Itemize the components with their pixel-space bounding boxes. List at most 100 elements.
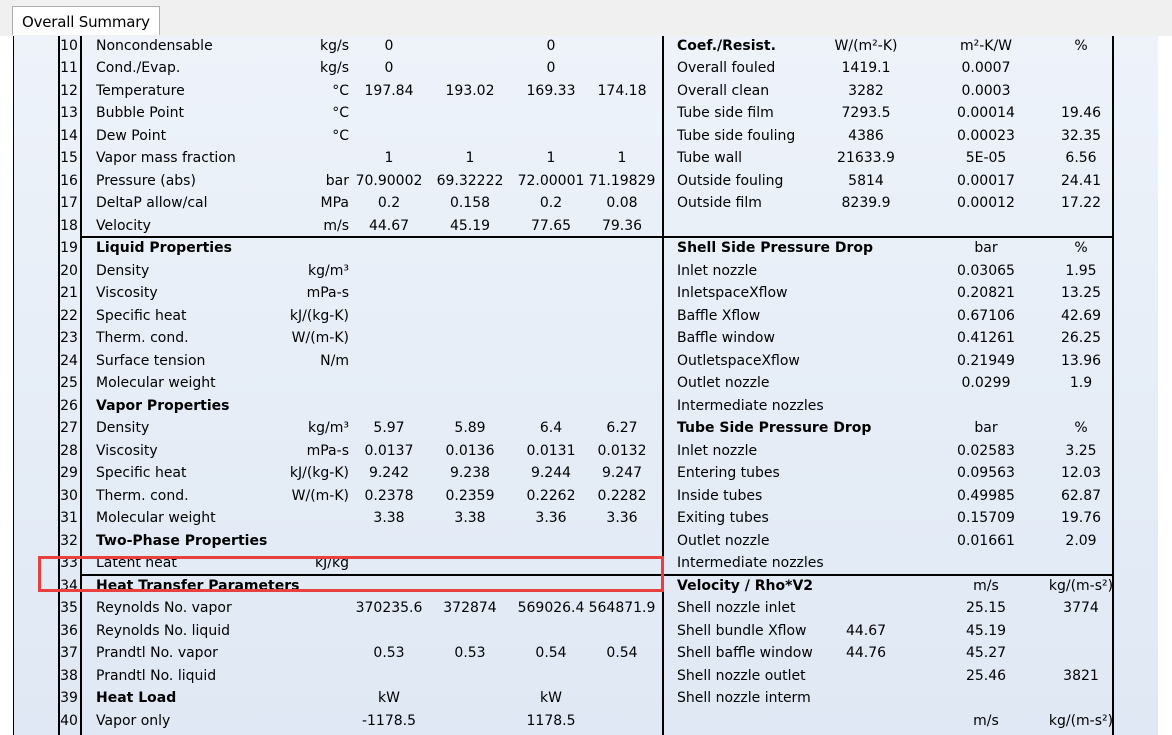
summary-panel [13,36,1158,735]
table-row[interactable]: 32 Two-Phase Properties Outlet nozzle 0.016… [0,531,1172,553]
value-col-4: 174.18 [597,82,647,99]
table-row[interactable]: 35 Reynolds No. vapor 370235.6 372874 569026… [0,598,1172,620]
table-row[interactable]: 33 Latent heat kJ/kg Intermediate nozzles [0,553,1172,575]
right-value-3: 32.35 [1060,127,1102,144]
table-row[interactable]: 40 Vapor only -1178.5 1178.5 m/s kg/(m-s²) [0,711,1172,733]
right-value-1: 1419.1 [841,60,891,76]
row-unit: mPa-s [306,442,349,459]
right-label: Tube wall [677,150,743,166]
value-col-1: 0.2 [377,195,401,211]
table-row[interactable]: 19 Liquid Properties Shell Side Pressure D… [0,238,1172,260]
right-value-3: 24.41 [1060,172,1102,189]
right-value-3: 19.46 [1060,105,1102,121]
table-row[interactable]: 36 Reynolds No. liquid Shell bundle Xflow 4… [0,621,1172,643]
row-label: Density [96,262,150,279]
row-unit: °C [332,105,349,121]
table-row[interactable]: 11 Cond./Evap. kg/s 0 0 Overall fouled 1419.1 0… [0,58,1172,80]
table-row[interactable]: 15 Vapor mass fraction 1 1 1 1 Tube wall 21633.… [0,148,1172,170]
row-number: 21 [60,285,78,301]
row-number: 11 [60,60,78,76]
right-value-1: 3282 [848,82,884,99]
row-number: 40 [60,712,78,729]
value-col-3: 6.4 [539,420,563,436]
table-row[interactable]: 12 Temperature °C 197.84 193.02 169.33 174.18 O… [0,81,1172,103]
right-value-2: 25.15 [965,600,1007,616]
row-label: Heat Transfer Parameters [96,577,300,594]
row-label: Bubble Point [96,105,184,121]
tab-bar: Overall Summary [0,0,1172,37]
table-row[interactable]: 14 Dew Point °C Tube side fouling 4386 0.0002… [0,126,1172,148]
table-row[interactable]: 34 Heat Transfer Parameters Velocity / Rho… [0,576,1172,598]
row-unit: kJ/kg [315,555,349,571]
table-row[interactable]: 24 Surface tension N/m OutletspaceXflow 0.21… [0,351,1172,373]
right-value-3: 1.9 [1069,375,1093,391]
table-row[interactable]: 26 Vapor Properties Intermediate nozzles [0,396,1172,418]
right-value-2: 0.21949 [957,352,1015,369]
row-unit: kJ/(kg-K) [289,307,349,324]
table-row[interactable]: 38 Prandtl No. liquid Shell nozzle outlet 2… [0,666,1172,688]
right-value-2: 0.41261 [957,330,1015,346]
value-col-3: 0 [546,60,556,76]
row-unit: mPa-s [306,285,349,301]
row-label: Vapor only [96,712,171,729]
table-row[interactable]: 17 DeltaP allow/cal MPa 0.2 0.158 0.2 0.08 Outs… [0,193,1172,215]
row-number: 15 [60,150,78,166]
table-row[interactable]: 16 Pressure (abs) bar 70.90002 69.32222 72.00… [0,171,1172,193]
right-label: InletspaceXflow [677,285,788,301]
section-separator-right-2 [662,574,1114,576]
row-unit: W/(m-K) [291,330,349,346]
right-value-2: 0.03065 [957,262,1015,279]
row-label: Velocity [96,217,151,234]
value-col-3: 1178.5 [526,712,576,729]
value-col-2: 9.238 [449,465,491,481]
tab-overall-summary[interactable]: Overall Summary [12,6,160,35]
row-number: 14 [60,127,78,144]
row-label: Prandtl No. liquid [96,667,217,684]
row-label: Two-Phase Properties [96,532,268,549]
right-value-2: 0.00017 [957,172,1015,189]
row-label: Heat Load [96,690,177,706]
table-row[interactable]: 27 Density kg/m³ 5.97 5.89 6.4 6.27 Tube Side P… [0,418,1172,440]
table-row[interactable]: 28 Viscosity mPa-s 0.0137 0.0136 0.0131 0.0132… [0,441,1172,463]
table-row[interactable]: 25 Molecular weight Outlet nozzle 0.0299 1.9 [0,373,1172,395]
table-row[interactable]: 18 Velocity m/s 44.67 45.19 77.65 79.36 [0,216,1172,238]
row-number-column-right-line [80,36,82,735]
right-label: Tube side fouling [677,127,796,144]
value-col-3: 569026.4 [517,600,585,616]
table-row[interactable]: 29 Specific heat kJ/(kg-K) 9.242 9.238 9.244 9… [0,463,1172,485]
row-label: Dew Point [96,127,167,144]
row-number: 34 [60,577,78,594]
row-label: Vapor Properties [96,397,230,414]
table-row[interactable]: 10 Noncondensable kg/s 0 0 Coef./Resist. W/(m²… [0,36,1172,58]
right-value-1: 5814 [848,172,884,189]
value-col-2: 193.02 [445,82,495,99]
right-value-3: % [1074,37,1088,54]
table-row[interactable]: 20 Density kg/m³ Inlet nozzle 0.03065 1.95 [0,261,1172,283]
table-row[interactable]: 31 Molecular weight 3.38 3.38 3.36 3.36 Exitin… [0,508,1172,530]
row-number: 32 [60,532,78,549]
row-label: Molecular weight [96,510,216,526]
value-col-1: 3.38 [373,510,405,526]
right-value-3: kg/(m-s²) [1048,712,1114,729]
value-col-1: 1 [384,150,394,166]
right-value-3: 3821 [1063,667,1099,684]
right-label: Outside film [677,195,762,211]
right-label: Intermediate nozzles [677,555,824,571]
table-row[interactable]: 21 Viscosity mPa-s InletspaceXflow 0.20821 13… [0,283,1172,305]
value-col-1: 370235.6 [355,600,423,616]
row-unit: m/s [323,217,349,234]
table-row[interactable]: 23 Therm. cond. W/(m-K) Baffle window 0.4126… [0,328,1172,350]
table-row[interactable]: 39 Heat Load kW kW Shell nozzle interm [0,688,1172,710]
table-row[interactable]: 37 Prandtl No. vapor 0.53 0.53 0.54 0.54 Shell… [0,643,1172,665]
table-row[interactable]: 22 Specific heat kJ/(kg-K) Baffle Xflow 0.67… [0,306,1172,328]
right-label: Overall clean [677,82,770,99]
row-number: 37 [60,645,78,661]
table-row[interactable]: 13 Bubble Point °C Tube side film 7293.5 0.00… [0,103,1172,125]
section-separator-left-1 [80,236,664,238]
right-value-2: 0.20821 [957,285,1015,301]
center-divider-line [662,36,664,735]
row-number: 20 [60,262,78,279]
row-number: 35 [60,600,78,616]
row-label: Reynolds No. liquid [96,622,230,639]
table-row[interactable]: 30 Therm. cond. W/(m-K) 0.2378 0.2359 0.2262 0… [0,486,1172,508]
